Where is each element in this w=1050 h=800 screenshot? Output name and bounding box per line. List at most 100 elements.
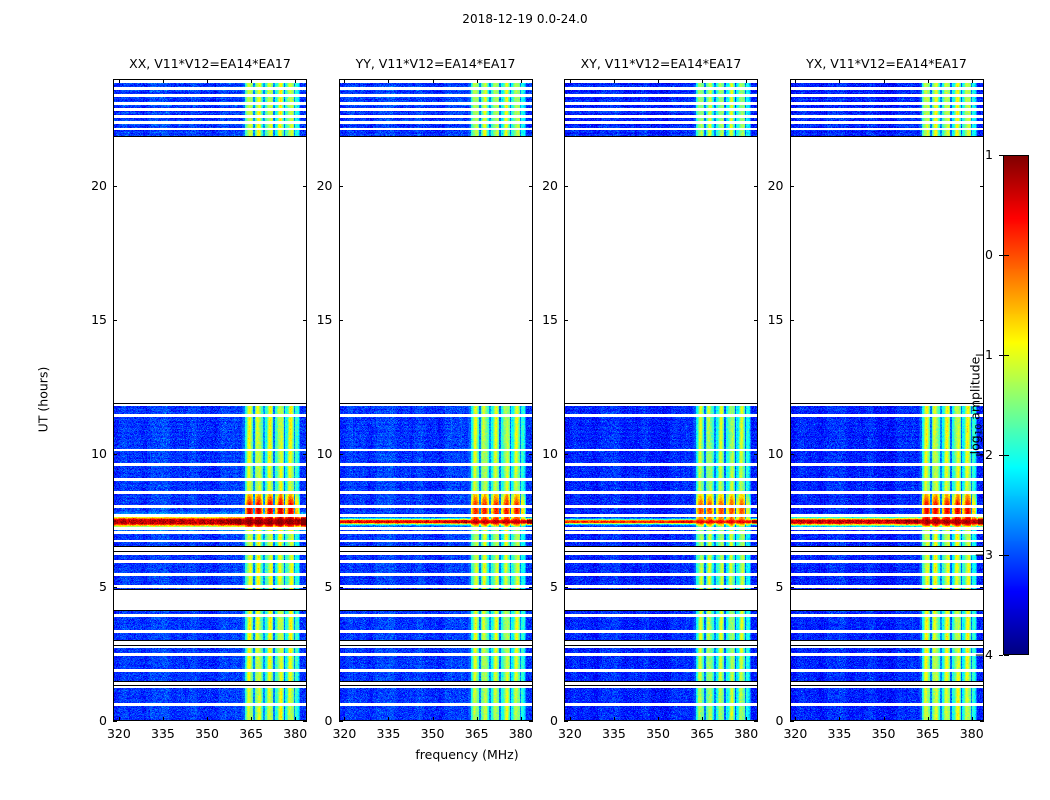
y-tick-right-xx-15 [303, 319, 307, 321]
y-ticklabel-xy-10: 10 [542, 445, 558, 461]
y-ticklabel-yy-0: 0 [324, 713, 333, 728]
x-tick-xy-365 [702, 717, 704, 721]
x-ticklabel-yy-335: 335 [376, 726, 401, 741]
y-tick-yx-20 [789, 186, 794, 187]
x-tick-yx-365 [927, 717, 929, 721]
colorbar-tick-inner--1 [1004, 355, 1009, 356]
y-ticklabel-yx-15: 15 [767, 311, 784, 327]
y-tick-right-xy-0 [754, 721, 758, 722]
colorbar-tick-inner-1 [1004, 155, 1009, 156]
x-tick-top-xy-365 [702, 79, 704, 83]
colorbar-ticklabel--4: −4 [974, 647, 993, 662]
x-ticklabel-yx-380: 380 [959, 726, 984, 741]
panel-xx[interactable]: XX, V11*V12=EA14*EA17 [113, 57, 307, 722]
y-tick-xy-0 [564, 721, 568, 722]
x-tick-top-xx-350 [207, 79, 209, 83]
x-tick-yx-320 [795, 717, 797, 721]
x-tick-top-xy-350 [658, 79, 660, 83]
colorbar-gradient [1003, 155, 1029, 655]
panel-xy[interactable]: XY, V11*V12=EA14*EA17 [564, 57, 758, 722]
x-ticklabel-yx-350: 350 [871, 726, 896, 741]
y-tick-right-xx-10 [303, 453, 307, 455]
y-tick-right-yy-5 [528, 587, 533, 589]
panel-title-yy: YY, V11*V12=EA14*EA17 [355, 56, 516, 71]
x-tick-xx-350 [207, 717, 209, 721]
x-tick-xy-335 [613, 717, 615, 721]
x-ticklabel-yx-335: 335 [827, 726, 852, 741]
colorbar-tick-1 [999, 155, 1003, 156]
colorbar-tick-inner--2 [1004, 455, 1009, 456]
x-tick-top-yy-335 [388, 79, 390, 83]
x-tick-top-xx-380 [295, 79, 297, 83]
y-tick-xy-10 [564, 453, 568, 455]
x-tick-xx-365 [251, 717, 253, 721]
colorbar-ticklabel--3: −3 [974, 547, 993, 562]
colorbar-tick-inner-0 [1004, 255, 1009, 256]
colorbar-label-subscript: 10 [974, 423, 985, 436]
y-tick-xy-15 [564, 319, 568, 321]
x-ticklabel-xy-335: 335 [602, 726, 626, 741]
y-tick-right-xy-20 [754, 186, 758, 187]
y-ticklabel-yx-5: 5 [775, 579, 784, 595]
x-tick-top-xy-320 [569, 79, 571, 83]
colorbar-tick-0 [999, 255, 1003, 256]
x-ticklabel-yx-320: 320 [783, 726, 808, 741]
x-tick-yx-350 [883, 717, 885, 721]
y-tick-yy-20 [338, 186, 343, 187]
x-tick-top-yx-365 [927, 79, 929, 83]
x-tick-top-xy-380 [746, 79, 748, 83]
y-tick-yx-5 [789, 587, 794, 589]
x-ticklabel-xx-320: 320 [106, 726, 131, 741]
y-tick-right-yx-5 [979, 587, 984, 589]
figure-suptitle: 2018-12-19 0.0-24.0 [462, 12, 588, 26]
x-tick-top-xx-365 [251, 79, 253, 83]
colorbar-label: log10 amplitude [968, 286, 985, 526]
x-ticklabel-yy-380: 380 [508, 726, 533, 741]
y-tick-yx-15 [789, 319, 794, 321]
y-ticklabel-xx-20: 20 [91, 178, 107, 193]
y-tick-right-yx-10 [979, 453, 984, 455]
x-tick-xy-380 [746, 717, 748, 721]
y-ticklabel-yy-15: 15 [316, 311, 333, 327]
y-tick-xx-10 [113, 453, 117, 455]
x-ticklabel-xy-320: 320 [557, 726, 582, 741]
x-tick-top-xx-335 [162, 79, 164, 83]
waterfall-image-xx [113, 79, 307, 721]
colorbar-label-suffix: amplitude [967, 356, 983, 424]
y-tick-xy-5 [564, 587, 568, 589]
y-tick-xx-20 [113, 186, 117, 187]
y-tick-yy-15 [338, 319, 343, 321]
colorbar-ticklabel--1: −1 [974, 347, 993, 362]
y-ticklabel-yx-0: 0 [775, 713, 784, 728]
x-ticklabel-xx-350: 350 [195, 726, 219, 741]
x-tick-yy-350 [432, 717, 434, 721]
y-ticklabel-yy-10: 10 [316, 445, 333, 461]
y-tick-xx-0 [113, 721, 117, 722]
y-tick-right-xx-0 [303, 721, 307, 722]
colorbar-label-prefix: log [967, 435, 983, 455]
panel-yx[interactable]: YX, V11*V12=EA14*EA17 [789, 57, 984, 722]
x-tick-xy-320 [569, 717, 571, 721]
x-tick-top-yy-320 [344, 79, 346, 83]
x-ticklabel-xy-380: 380 [734, 726, 759, 741]
x-tick-top-yy-350 [432, 79, 434, 83]
x-ticklabel-xy-365: 365 [690, 726, 715, 741]
x-tick-top-xx-320 [118, 79, 120, 83]
colorbar[interactable] [1003, 155, 1029, 655]
x-tick-yx-380 [971, 717, 973, 721]
x-tick-xx-380 [295, 717, 297, 721]
panel-title-xy: XY, V11*V12=EA14*EA17 [580, 56, 742, 71]
y-ticklabel-yy-5: 5 [324, 579, 333, 595]
y-tick-right-yx-20 [979, 186, 984, 187]
colorbar-ticklabel--2: −2 [974, 447, 993, 462]
colorbar-ticklabel-1: 1 [985, 147, 993, 162]
y-tick-right-yy-15 [528, 319, 533, 321]
y-tick-xx-5 [113, 587, 117, 589]
x-ticklabel-yx-365: 365 [915, 726, 940, 741]
y-tick-right-xx-20 [303, 186, 307, 187]
x-tick-top-yy-380 [520, 79, 522, 83]
waterfall-image-yy [338, 79, 533, 721]
x-tick-top-xy-335 [613, 79, 615, 83]
waterfall-image-xy [564, 79, 758, 721]
panel-yy[interactable]: YY, V11*V12=EA14*EA17 [338, 57, 533, 722]
